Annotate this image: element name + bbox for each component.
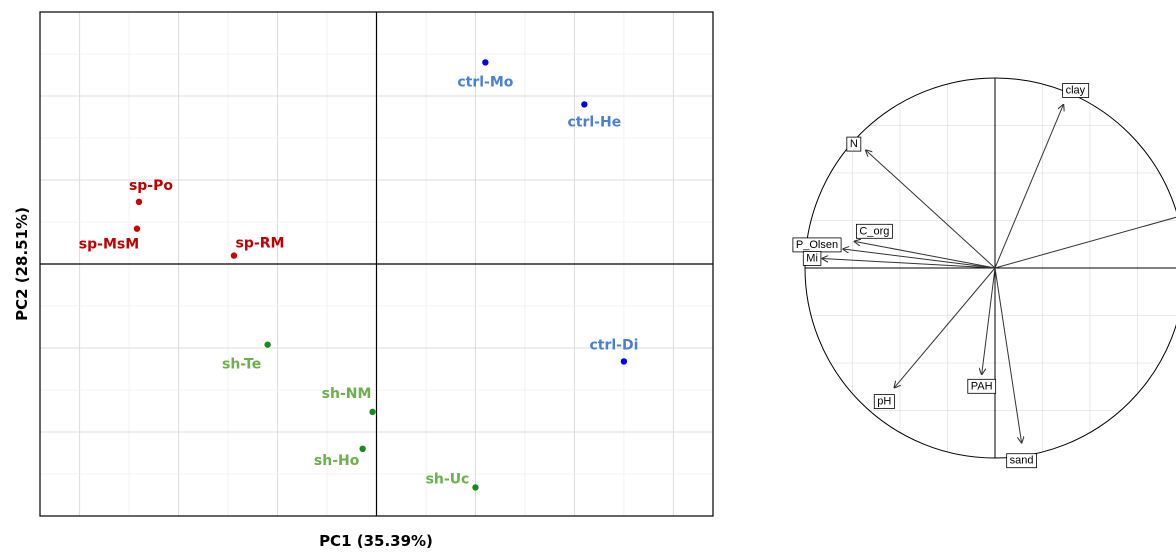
data-point-sh-Ho: [359, 445, 366, 452]
point-label-sh-Te: sh-Te: [222, 357, 261, 373]
point-label-sp-MsM: sp-MsM: [79, 237, 139, 253]
data-point-sh-Te: [264, 341, 271, 348]
data-point-sp-Po: [135, 198, 143, 206]
point-label-ctrl-He: ctrl-He: [567, 114, 621, 130]
point-label-sh-Ho: sh-Ho: [314, 453, 360, 469]
arrow-Mi: [822, 259, 996, 269]
variable-label-P_Olsen: P_Olsen: [796, 239, 838, 251]
point-label-sh-NM: sh-NM: [322, 386, 372, 402]
variable-label-C_org: C_org: [859, 225, 889, 237]
arrow-C_org: [854, 241, 996, 269]
points-layer: ctrl-Mo ctrl-He ctrl-Di sp-Po sp-MsM sp-RM sh-…: [79, 59, 638, 491]
point-label-sh-Uc: sh-Uc: [426, 471, 470, 487]
variable-label-box-clay: [1062, 83, 1090, 98]
variable-label-box-sand: [1006, 453, 1037, 469]
variable-label-box-C_org: [856, 223, 893, 239]
y-axis-label: PC2 (28.51%): [13, 207, 31, 321]
variable-label-sand: sand: [1010, 455, 1034, 467]
variable-label-box-pH: [873, 394, 895, 410]
arrow-clay: [994, 105, 1063, 269]
variable-label-box-PAH: [967, 378, 997, 394]
arrow-sand: [994, 267, 1022, 443]
data-point-sp-MsM: [133, 225, 141, 232]
data-point-sp-RM: [230, 252, 238, 259]
variable-label-pH: pH: [877, 396, 891, 408]
variable-label-N: N: [850, 138, 858, 150]
variable-label-clay: clay: [1066, 85, 1086, 97]
arrow-pH: [894, 267, 996, 388]
x-axis-label: PC1 (35.39%): [319, 532, 433, 550]
point-label-ctrl-Mo: ctrl-Mo: [457, 74, 513, 90]
variable-label-PAH: PAH: [971, 380, 993, 392]
plot-border: [39, 11, 714, 517]
point-label-sp-Po: sp-Po: [129, 178, 173, 194]
data-point-sh-Uc: [472, 484, 479, 491]
variable-label-box-Mi: [802, 251, 822, 266]
arrow-N: [866, 150, 996, 269]
data-point-ctrl-Di: [620, 358, 628, 365]
variable-label-box-N: [846, 136, 862, 152]
data-point-ctrl-He: [581, 101, 588, 108]
arrow-PAH: [982, 267, 996, 374]
data-point-ctrl-Mo: [482, 59, 489, 66]
arrow-P_Olsen: [843, 249, 996, 269]
arrow-K_t: [994, 216, 1176, 269]
variable-label-Mi: Mi: [806, 252, 818, 264]
point-label-sp-RM: sp-RM: [236, 236, 285, 252]
point-label-ctrl-Di: ctrl-Di: [589, 337, 638, 353]
pca-scatter-panel: ctrl-Mo ctrl-He ctrl-Di sp-Po sp-MsM sp-RM sh-…: [13, 11, 714, 550]
data-point-sh-NM: [369, 408, 376, 416]
